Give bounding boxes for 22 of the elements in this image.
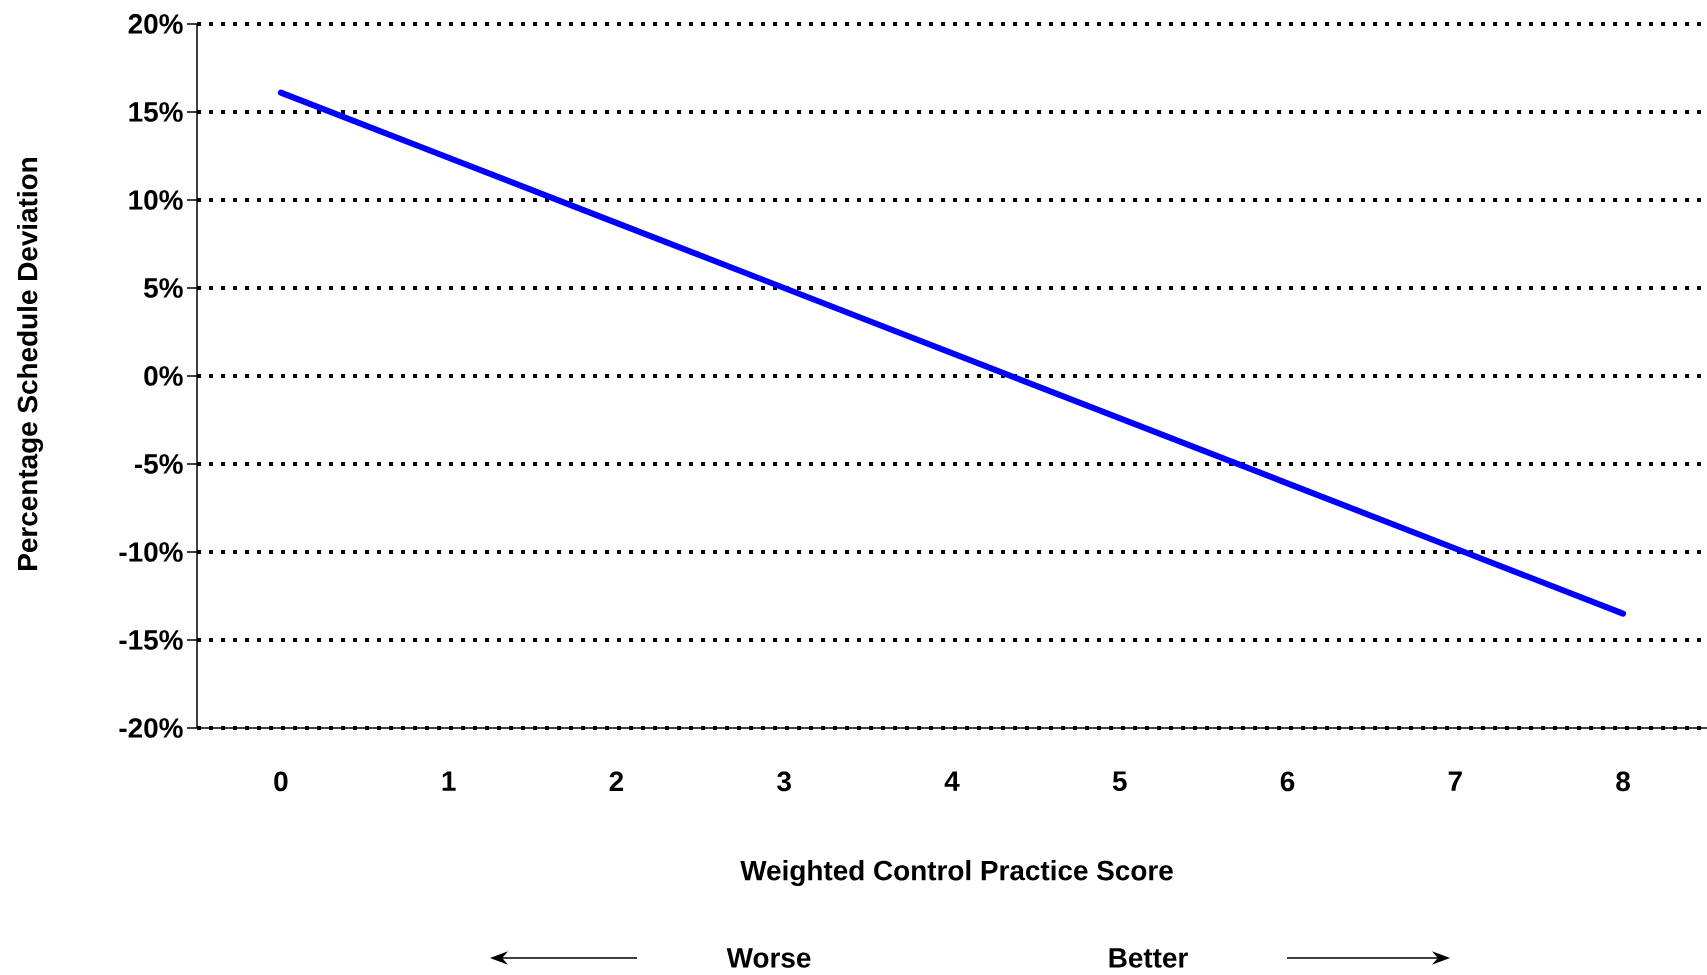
x-tick-label: 1 — [442, 771, 456, 791]
x-tick-label: 3 — [777, 771, 791, 792]
y-tick-label: 20% — [128, 14, 183, 34]
x-tick-label: 7 — [1448, 771, 1462, 791]
x-tick-label: 0 — [274, 771, 288, 792]
y-tick-label: -10% — [119, 542, 183, 562]
y-tick-label: 15% — [129, 102, 183, 122]
y-tick-label: -20% — [119, 718, 183, 738]
y-tick-label: -15% — [119, 630, 183, 650]
x-tick-label: 4 — [944, 771, 960, 791]
x-tick-label: 8 — [1616, 771, 1630, 792]
y-tick-label: -5% — [134, 454, 183, 474]
y-tick-label: 10% — [129, 190, 183, 210]
text: Worse — [726, 948, 811, 968]
y-tick-label: 5% — [144, 278, 183, 298]
x-tick-label: 2 — [609, 771, 624, 791]
y-tick-label: 0% — [144, 366, 183, 386]
text: Better — [1109, 948, 1188, 968]
x-axis-title: Weighted Control Practice Score — [740, 859, 1173, 887]
x-tick-label: 6 — [1280, 771, 1295, 792]
y-axis-title: Percentage Schedule Deviation — [16, 158, 44, 570]
x-tick-label: 5 — [1112, 771, 1127, 791]
